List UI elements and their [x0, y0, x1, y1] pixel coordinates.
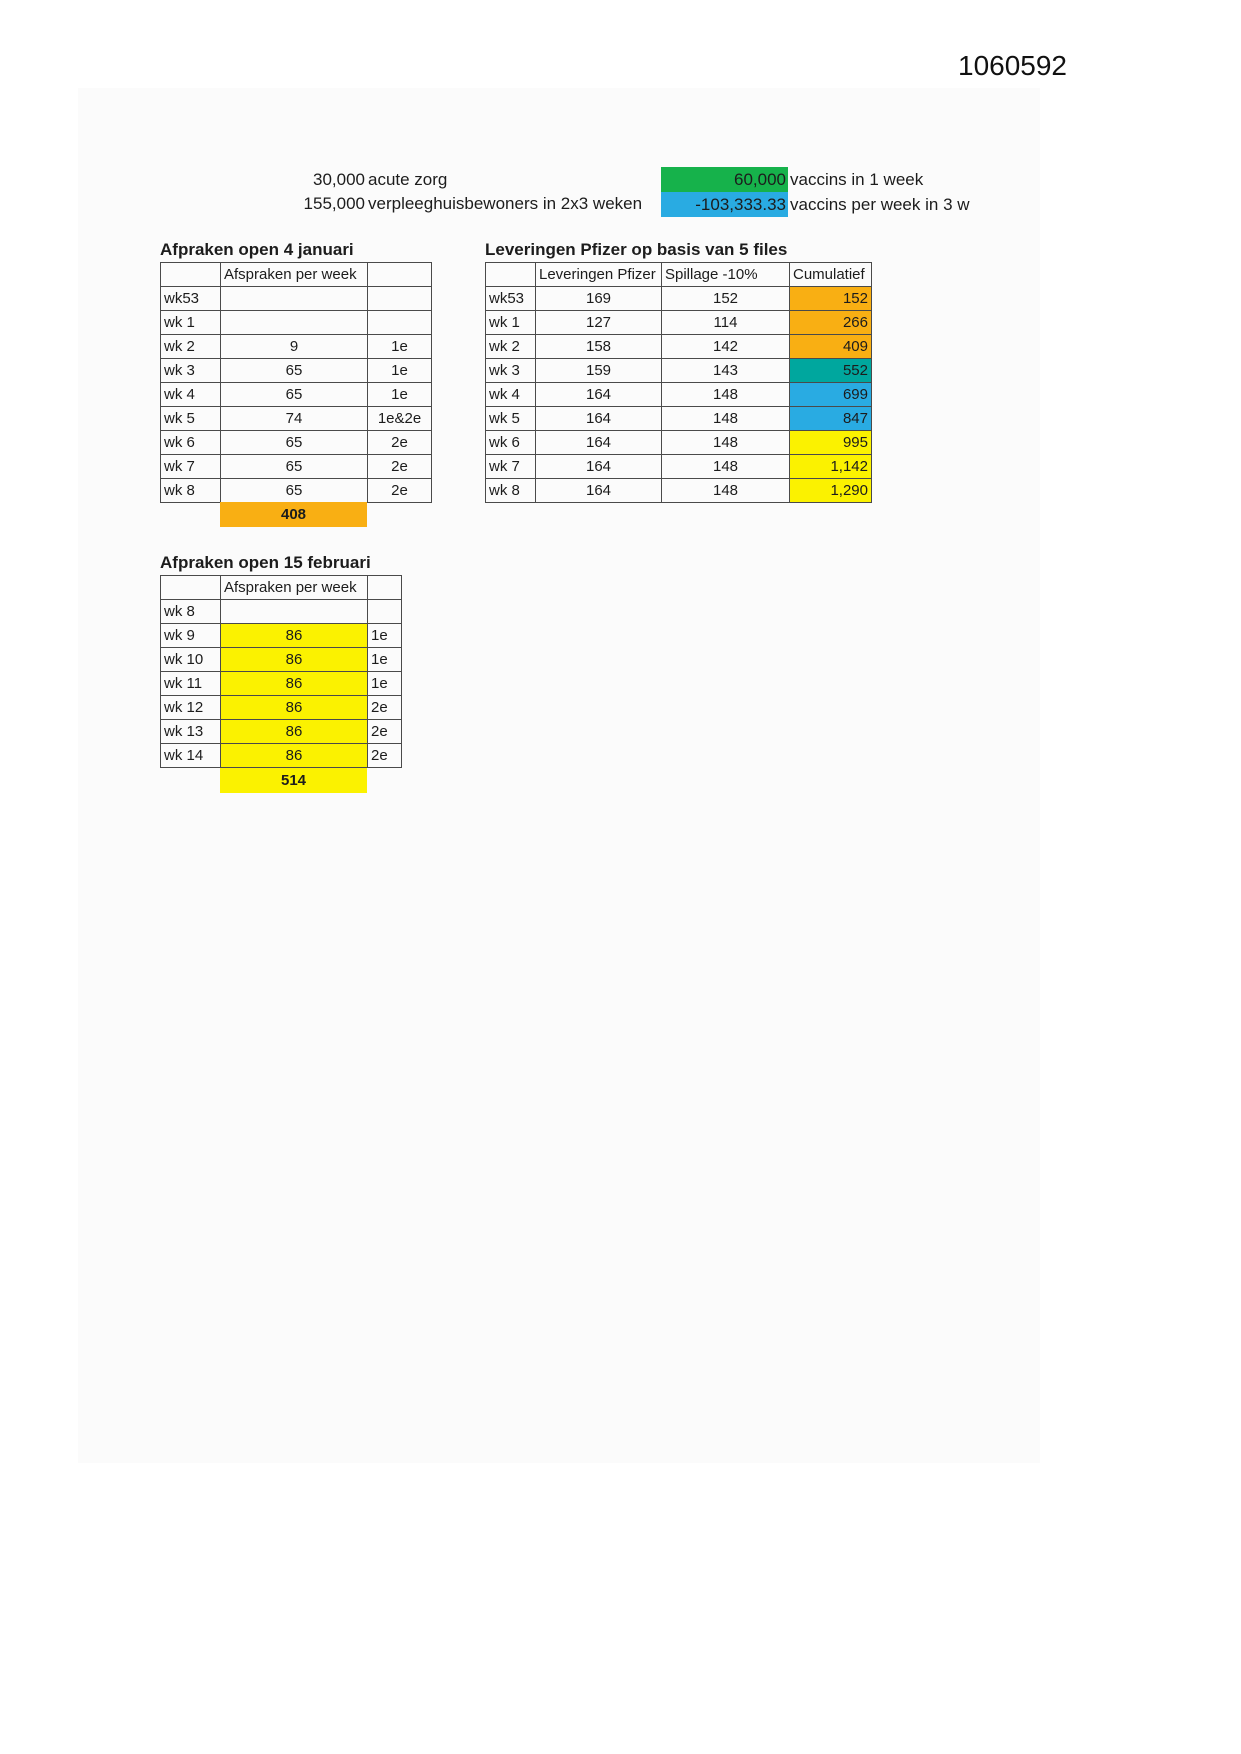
table-row: wk 4 164 148 699	[485, 382, 872, 407]
afspraken-jan-title: Afpraken open 4 januari	[160, 240, 354, 259]
table-row: wk53 169 152 152	[485, 286, 872, 311]
table-row: wk 7 65 2e	[160, 454, 432, 479]
column-header-leveringen: Leveringen Pfizer	[535, 262, 662, 287]
table-header-row: Afspraken per week	[160, 262, 432, 287]
table-row: wk 9 86 1e	[160, 623, 402, 648]
leveringen-table: Leveringen Pfizer Spillage -10% Cumulati…	[485, 262, 872, 503]
table-row: wk 8 65 2e	[160, 478, 432, 503]
table-row: wk 6 65 2e	[160, 430, 432, 455]
capacity-week-label: vaccins in 1 week	[790, 170, 924, 189]
table-row: wk 10 86 1e	[160, 647, 402, 672]
table-row: wk 3 159 143 552	[485, 358, 872, 383]
afspraken-feb-title: Afpraken open 15 februari	[160, 553, 371, 572]
verpleeghuis-value: 155,000	[303, 194, 365, 213]
verpleeghuis-label: verpleeghuisbewoners in 2x3 weken	[368, 194, 643, 213]
table-row: wk 1	[160, 310, 432, 335]
table-row: wk 3 65 1e	[160, 358, 432, 383]
column-header-cumulatief: Cumulatief	[789, 262, 872, 287]
capacity-3w-cell: -103,333.33	[661, 192, 788, 217]
table-row: wk 2 158 142 409	[485, 334, 872, 359]
table-row: wk 5 164 148 847	[485, 406, 872, 431]
table-row: wk 8 164 148 1,290	[485, 478, 872, 503]
table-row: wk 7 164 148 1,142	[485, 454, 872, 479]
acute-zorg-label: acute zorg	[368, 170, 448, 189]
afspraken-feb-total: 514	[220, 768, 367, 793]
table-row: wk 12 86 2e	[160, 695, 402, 720]
table-row: wk 5 74 1e&2e	[160, 406, 432, 431]
table-header-row: Leveringen Pfizer Spillage -10% Cumulati…	[485, 262, 872, 287]
afspraken-jan-total: 408	[220, 502, 367, 527]
table-header-row: Afspraken per week	[160, 575, 402, 600]
capacity-3w-label: vaccins per week in 3 w	[790, 195, 970, 214]
table-row: wk 2 9 1e	[160, 334, 432, 359]
table-row: wk 4 65 1e	[160, 382, 432, 407]
document-number: 1060592	[958, 50, 1068, 81]
table-row: wk 11 86 1e	[160, 671, 402, 696]
table-row: wk 14 86 2e	[160, 743, 402, 768]
table-row: wk 8	[160, 599, 402, 624]
table-row: wk 6 164 148 995	[485, 430, 872, 455]
column-header: Afspraken per week	[220, 575, 368, 600]
table-row: wk 1 127 114 266	[485, 310, 872, 335]
table-row: wk53	[160, 286, 432, 311]
leveringen-title: Leveringen Pfizer op basis van 5 files	[485, 240, 788, 259]
capacity-week-cell: 60,000	[661, 167, 788, 192]
acute-zorg-value: 30,000	[313, 170, 365, 189]
afspraken-feb-table: Afspraken per week wk 8 wk 9 86 1e wk 10 86…	[160, 575, 402, 768]
afspraken-jan-table: Afspraken per week wk53 wk 1 wk 2 9 1e wk …	[160, 262, 432, 503]
column-header: Afspraken per week	[220, 262, 368, 287]
column-header-spillage: Spillage -10%	[661, 262, 790, 287]
table-row: wk 13 86 2e	[160, 719, 402, 744]
